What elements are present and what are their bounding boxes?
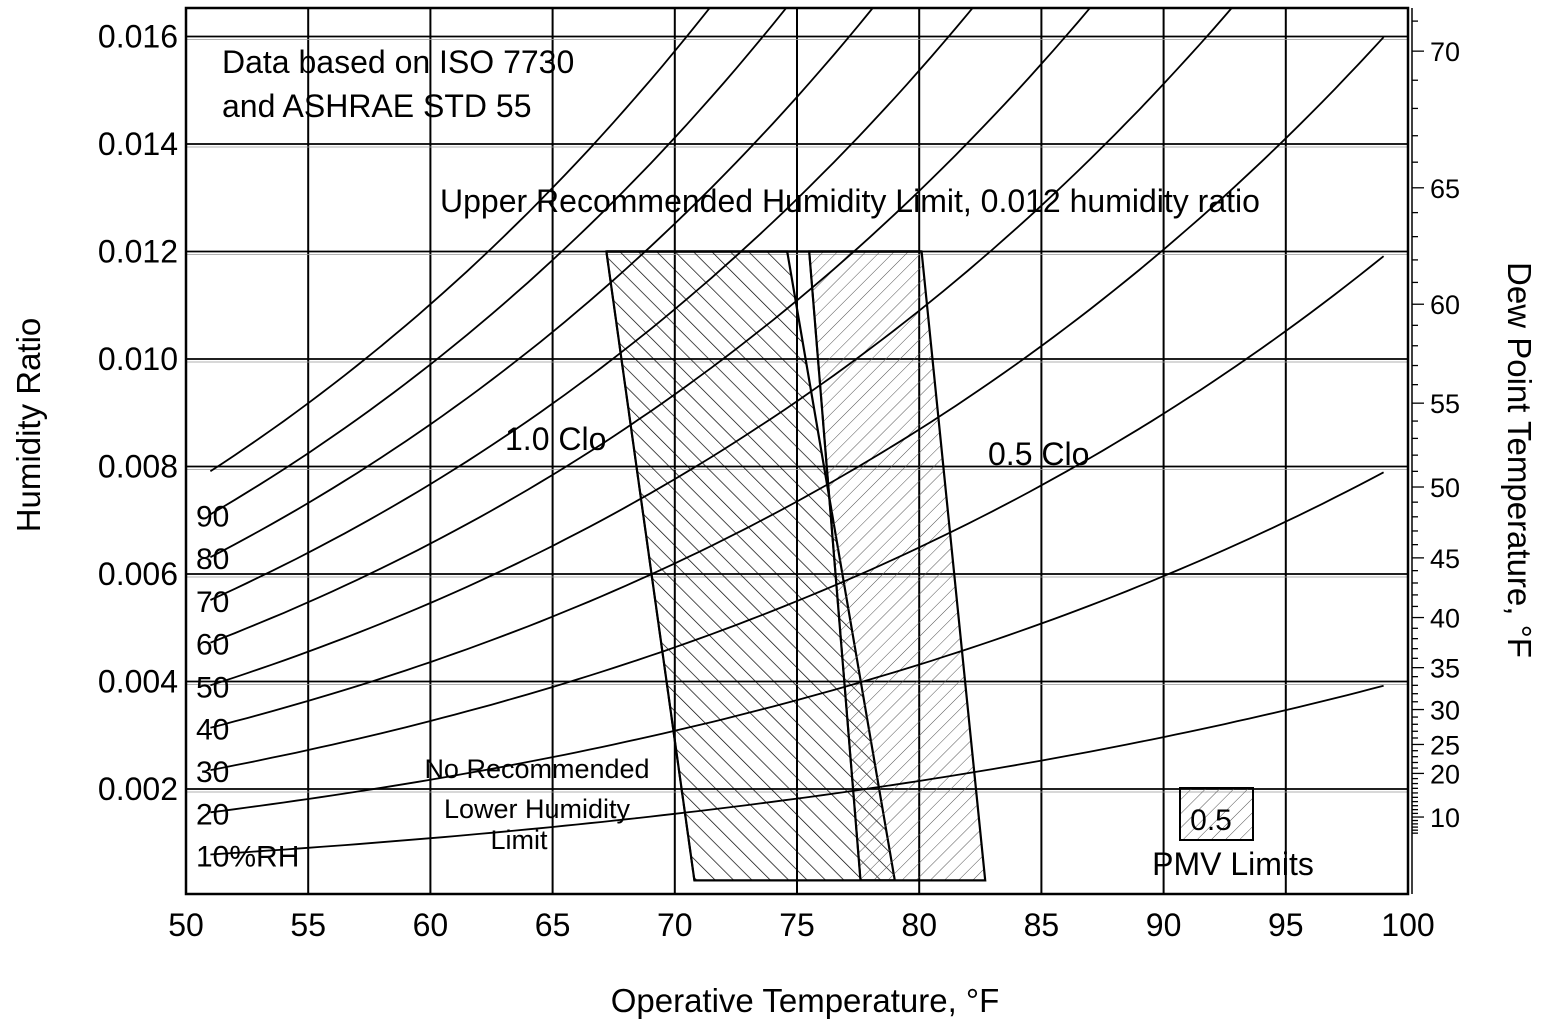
lower-limit-note-line3: Limit <box>490 825 548 855</box>
clo-1-label: 1.0 Clo <box>505 421 606 457</box>
rh-curve-50 <box>210 8 1233 687</box>
x-tick-label: 90 <box>1146 907 1182 943</box>
rh-curve-10 <box>210 684 1384 856</box>
rh-label-40: 40 <box>196 714 229 747</box>
rh-curve-40 <box>210 36 1385 729</box>
source-note-line1: Data based on ISO 7730 <box>222 44 574 80</box>
y-tick-label: 0.016 <box>98 19 178 55</box>
dew-point-tick-label: 40 <box>1430 604 1460 634</box>
rh-label-30: 30 <box>196 756 229 789</box>
rh-curve-70 <box>210 8 974 601</box>
dew-point-tick-label: 35 <box>1430 654 1460 684</box>
x-axis-label: Operative Temperature, °F <box>611 982 1000 1019</box>
dew-point-tick-label: 70 <box>1430 37 1460 67</box>
y-tick-label: 0.002 <box>98 771 178 807</box>
x-tick-label: 65 <box>535 907 571 943</box>
x-tick-label: 70 <box>657 907 693 943</box>
x-tick-label: 100 <box>1381 907 1434 943</box>
y2-axis-label: Dew Point Temperature, °F <box>1501 262 1538 658</box>
y-tick-label: 0.004 <box>98 664 178 700</box>
zone-edge-dashed <box>605 251 696 881</box>
rh-label-60: 60 <box>196 629 229 662</box>
axes <box>184 6 1424 896</box>
upper-humidity-limit-label: Upper Recommended Humidity Limit, 0.012 … <box>440 183 1260 219</box>
pmv-legend-value: 0.5 <box>1190 804 1232 837</box>
x-tick-label: 75 <box>779 907 815 943</box>
dew-point-tick-label: 45 <box>1430 544 1460 574</box>
y-tick-label: 0.012 <box>98 234 178 270</box>
comfort-zones <box>605 250 987 882</box>
dew-point-tick-label: 65 <box>1430 174 1460 204</box>
x-tick-label: 80 <box>901 907 937 943</box>
dew-point-tick-label: 50 <box>1430 473 1460 503</box>
tick-labels: 50 55 60 65 70 75 80 85 90 95 100 0.002 0.004 0.006 0.… <box>98 19 1460 944</box>
rh-label-50: 50 <box>196 671 229 704</box>
y-tick-label: 0.010 <box>98 341 178 377</box>
rh-label-90: 90 <box>196 500 229 533</box>
dew-point-tick-label: 30 <box>1430 696 1460 726</box>
rh-label-70: 70 <box>196 586 229 619</box>
dew-point-tick-label: 10 <box>1430 803 1460 833</box>
y-tick-label: 0.008 <box>98 449 178 485</box>
rh-curve-20 <box>210 471 1385 814</box>
dew-point-tick-label: 55 <box>1430 389 1460 419</box>
lower-limit-note-line1: No Recommended <box>424 754 649 784</box>
x-tick-label: 50 <box>168 907 204 943</box>
x-tick-label: 95 <box>1268 907 1304 943</box>
rh-curve-60 <box>210 8 1092 644</box>
dew-point-tick-label: 25 <box>1430 730 1460 760</box>
source-note-line2: and ASHRAE STD 55 <box>222 88 531 124</box>
pmv-legend-label: PMV Limits <box>1152 846 1314 882</box>
rh-curves <box>209 8 1385 856</box>
rh-label-10: 10%RH <box>196 840 299 873</box>
y-tick-label: 0.014 <box>98 126 178 162</box>
y-axis-label: Humidity Ratio <box>10 318 47 533</box>
rh-curve-100 <box>209 8 711 473</box>
y-tick-label: 0.006 <box>98 556 178 592</box>
plot-frame <box>184 6 1410 896</box>
pmv-legend-swatch <box>1179 787 1254 841</box>
x-tick-label: 55 <box>290 907 326 943</box>
lower-limit-note-line2: Lower Humidity <box>444 794 631 824</box>
dew-point-tick-label: 20 <box>1430 759 1460 789</box>
x-tick-label: 60 <box>413 907 449 943</box>
rh-curve-30 <box>210 255 1385 771</box>
clo-05-label: 0.5 Clo <box>988 436 1089 472</box>
rh-label-80: 80 <box>196 543 229 576</box>
x-tick-label: 85 <box>1024 907 1060 943</box>
dew-point-tick-label: 60 <box>1430 290 1460 320</box>
rh-curve-80 <box>209 8 874 558</box>
zone-edge-dashed <box>808 251 862 881</box>
rh-label-20: 20 <box>196 798 229 831</box>
rh-curve-90 <box>209 8 788 516</box>
